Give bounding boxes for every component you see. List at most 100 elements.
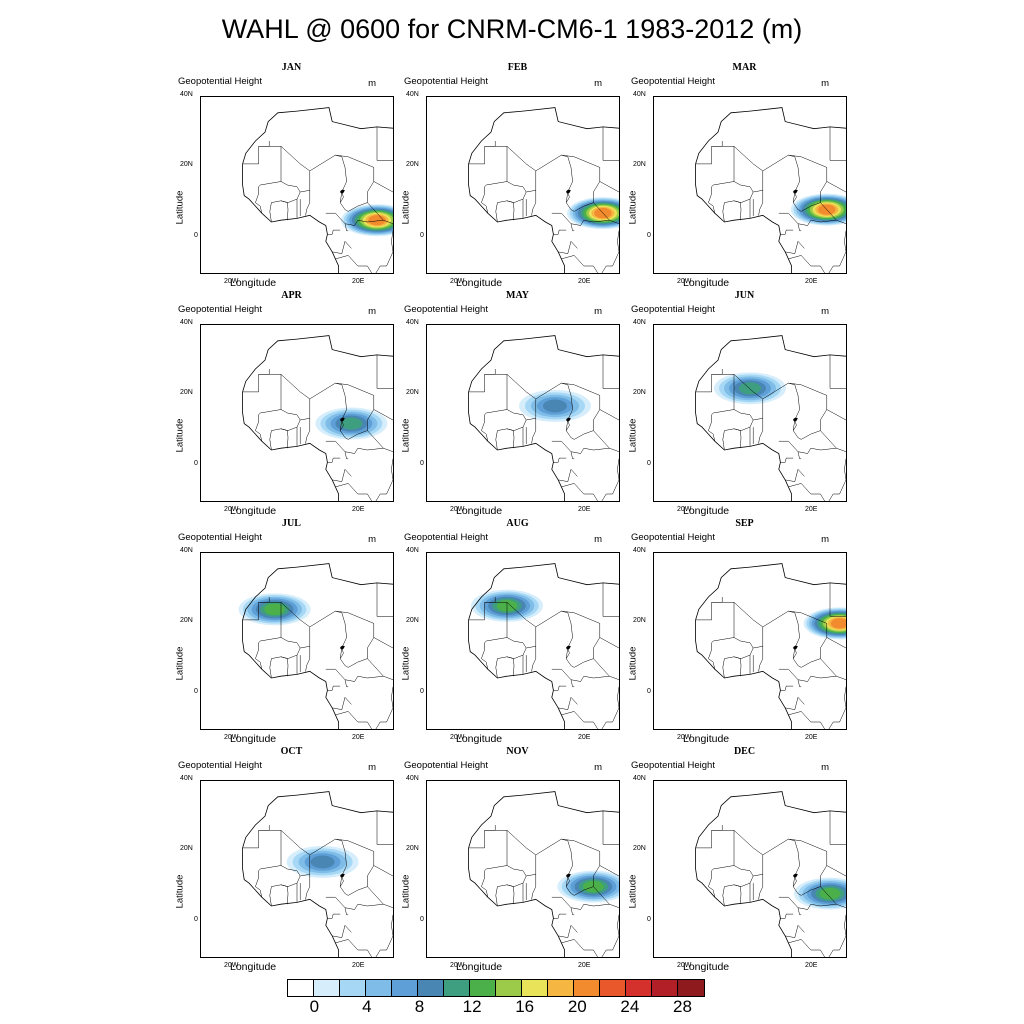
panel-month-title: MAY	[506, 290, 529, 301]
country-border	[332, 696, 352, 710]
country-border	[708, 414, 716, 442]
panel-mar: MAR Geopotential Height m Longitude Latitude…	[628, 62, 858, 296]
panel-jan: JAN Geopotential Height m Longitude Latitude…	[174, 62, 405, 296]
country-border	[733, 374, 846, 452]
coastline	[242, 847, 339, 957]
country-border	[280, 830, 393, 908]
x-axis-label: Longitude	[683, 277, 730, 289]
coastline	[468, 163, 565, 273]
country-border	[481, 186, 489, 214]
lake-volta	[340, 873, 345, 878]
country-border	[553, 913, 567, 919]
country-border	[602, 126, 619, 161]
lat-tick-label: 20N	[633, 161, 646, 169]
country-border	[602, 810, 619, 845]
panel-unit-label: m	[368, 78, 376, 89]
panel-month-title: JUN	[734, 290, 755, 301]
colorbar-swatch	[600, 980, 626, 996]
colorbar-swatch	[314, 980, 340, 996]
panel-variable-label: Geopotential Height	[178, 76, 262, 87]
country-border	[778, 668, 802, 688]
country-border	[506, 181, 527, 193]
wahl-contour-blob	[567, 197, 619, 230]
contour-level	[310, 855, 335, 869]
country-border	[376, 354, 393, 389]
colorbar-swatch	[366, 980, 392, 996]
lon-tick-label: 20E	[578, 734, 591, 741]
country-border	[733, 409, 754, 421]
country-border	[785, 696, 805, 710]
lat-tick-label: 20N	[180, 161, 193, 169]
panel-month-title: MAR	[732, 62, 757, 73]
country-border	[531, 418, 537, 444]
country-border	[601, 686, 619, 729]
country-border	[561, 255, 598, 273]
country-border	[561, 939, 598, 957]
lon-tick-label: 20E	[805, 278, 818, 285]
y-axis-label: Latitude	[174, 190, 186, 225]
coastline	[695, 335, 846, 393]
country-border	[258, 146, 282, 187]
country-border	[327, 457, 341, 463]
country-border	[255, 870, 263, 898]
wahl-contour-blob	[315, 407, 388, 440]
country-border	[339, 647, 344, 659]
colorbar-label: 24	[620, 997, 640, 1016]
country-border	[570, 447, 610, 454]
lat-tick-label: 40N	[406, 775, 419, 782]
country-border	[780, 457, 794, 463]
lon-tick-label: 20E	[578, 506, 591, 513]
country-border	[375, 458, 393, 501]
panel-month-title: DEC	[733, 746, 756, 757]
country-border	[335, 382, 368, 440]
y-axis-label: Latitude	[400, 874, 412, 909]
panel-variable-label: Geopotential Height	[404, 760, 488, 771]
wahl-contour-blob	[238, 593, 311, 626]
country-border	[344, 675, 384, 682]
lon-tick-label: 20E	[805, 506, 818, 513]
country-border	[280, 602, 393, 680]
lake-volta	[793, 189, 798, 194]
country-border	[339, 875, 344, 887]
country-border	[565, 191, 570, 203]
panel-variable-label: Geopotential Height	[404, 532, 488, 543]
contour-level	[264, 603, 285, 616]
country-border	[570, 675, 610, 682]
x-axis-label: Longitude	[456, 733, 503, 745]
country-border	[531, 190, 537, 216]
x-axis-label: Longitude	[456, 961, 503, 973]
country-border	[792, 875, 797, 887]
coastline	[468, 563, 619, 621]
country-border	[327, 229, 341, 235]
panel-month-title: NOV	[506, 746, 529, 757]
country-border	[778, 440, 802, 460]
lon-tick-label: 20W	[677, 506, 692, 513]
map-plot	[200, 780, 394, 958]
country-border	[553, 229, 567, 235]
map-plot	[200, 324, 394, 502]
panel-unit-label: m	[821, 78, 829, 89]
country-border	[788, 610, 821, 668]
contour-level	[340, 417, 363, 430]
country-border	[558, 924, 578, 938]
lat-tick-label: 0	[420, 687, 424, 695]
panel-variable-label: Geopotential Height	[631, 532, 715, 543]
colorbar-swatch	[678, 980, 704, 996]
country-border	[255, 642, 263, 670]
country-border	[506, 146, 619, 224]
country-border	[375, 914, 393, 957]
country-border	[780, 229, 794, 235]
country-border	[826, 409, 846, 452]
country-border	[788, 154, 821, 212]
country-border	[826, 865, 846, 908]
colorbar-swatch	[288, 980, 314, 996]
country-border	[722, 884, 742, 907]
panel-month-title: SEP	[735, 518, 754, 529]
map-svg	[695, 563, 846, 729]
map-svg	[468, 563, 619, 729]
panel-apr: APR Geopotential Height m Longitude Latitude…	[175, 290, 405, 524]
colorbar	[287, 979, 705, 997]
country-border	[495, 428, 515, 451]
y-axis-label: Latitude	[174, 874, 186, 909]
country-border	[506, 602, 619, 680]
